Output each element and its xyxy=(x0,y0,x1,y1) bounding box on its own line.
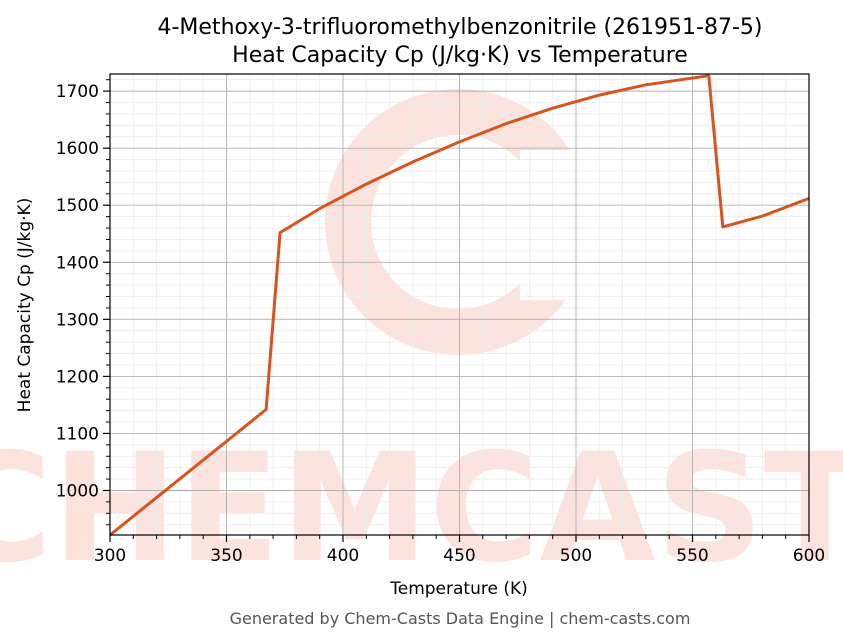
x-tick-label: 500 xyxy=(560,546,592,566)
y-tick-label: 1600 xyxy=(56,139,99,159)
y-axis-label: Heat Capacity Cp (J/kg·K) xyxy=(15,198,35,413)
y-tick-label: 1100 xyxy=(56,424,99,444)
chart-title: 4-Methoxy-3-trifluoromethylbenzonitrile … xyxy=(157,15,762,40)
x-axis-ticks: 300 350 400 450 500 550 600 xyxy=(94,535,825,566)
y-tick-label: 1500 xyxy=(56,196,99,216)
y-tick-label: 1000 xyxy=(56,481,99,501)
watermark-text: CHEMCASTS xyxy=(0,422,843,596)
x-tick-label: 400 xyxy=(327,546,359,566)
chart-subtitle: Heat Capacity Cp (J/kg·K) vs Temperature xyxy=(232,43,688,68)
watermark-logo-icon xyxy=(325,89,630,355)
x-tick-label: 350 xyxy=(210,546,242,566)
x-axis-label: Temperature (K) xyxy=(389,579,528,599)
y-tick-label: 1400 xyxy=(56,253,99,273)
y-tick-label: 1200 xyxy=(56,367,99,387)
x-tick-label: 600 xyxy=(793,546,825,566)
x-tick-label: 300 xyxy=(94,546,126,566)
x-tick-label: 550 xyxy=(676,546,708,566)
y-axis-ticks: 1000 1100 1200 1300 1400 1500 1600 1700 xyxy=(56,79,110,526)
y-tick-label: 1700 xyxy=(56,82,99,102)
series-line-heat-capacity xyxy=(109,74,810,537)
y-tick-label: 1300 xyxy=(56,310,99,330)
plot-frame xyxy=(109,73,810,536)
footer-credit: Generated by Chem-Casts Data Engine | ch… xyxy=(230,609,691,628)
x-tick-label: 450 xyxy=(443,546,475,566)
